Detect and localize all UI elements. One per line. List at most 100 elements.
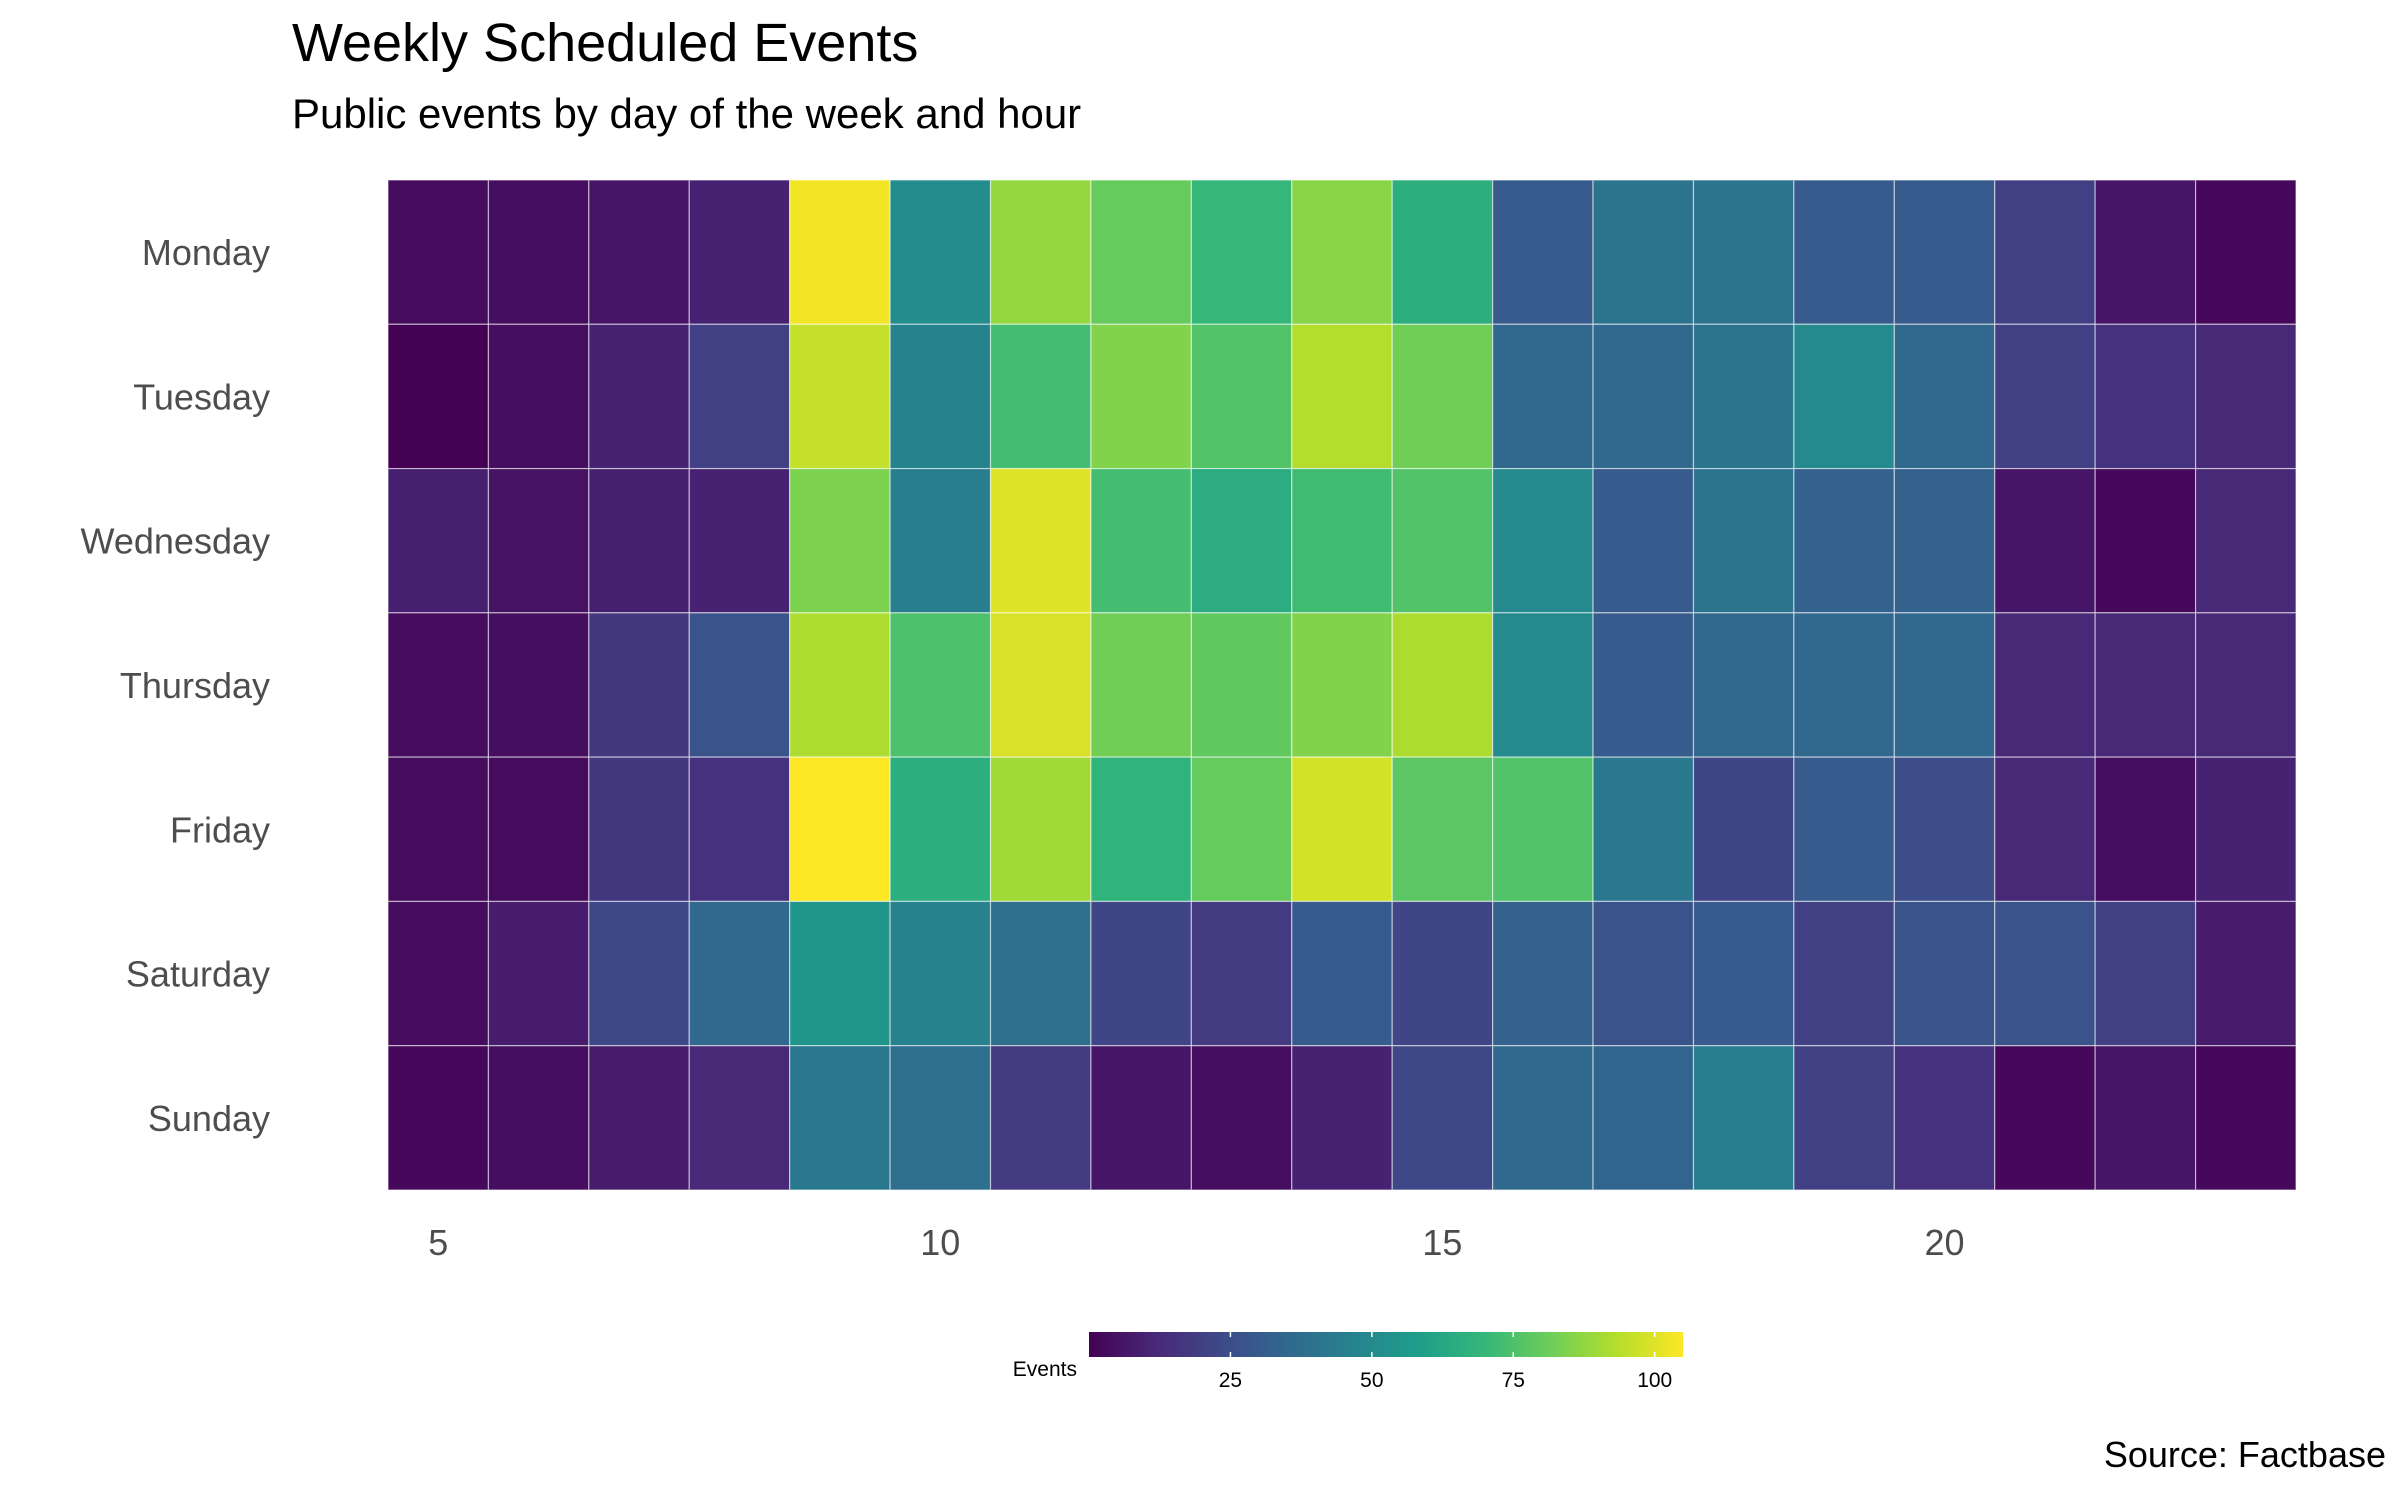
heatmap-cell [789, 1045, 891, 1191]
chart-title: Weekly Scheduled Events [292, 13, 919, 73]
heatmap-cell [1692, 1045, 1795, 1191]
heatmap-cell [1190, 612, 1293, 758]
heatmap-cell [588, 179, 690, 325]
cells-layer [387, 179, 2297, 1191]
heatmap-cell [387, 1045, 490, 1191]
heatmap-cell [1190, 900, 1293, 1047]
heatmap-cell [1291, 756, 1393, 903]
heatmap-cell [989, 179, 1092, 325]
y-tick-label: Tuesday [133, 376, 270, 417]
heatmap-cell [688, 323, 791, 470]
heatmap-cell [387, 612, 490, 758]
x-tick-label: 20 [1925, 1222, 1965, 1263]
heatmap-cell [1692, 467, 1795, 614]
heatmap-cell [1090, 323, 1192, 470]
y-tick-label: Saturday [126, 954, 270, 995]
heatmap-cell [1190, 756, 1293, 903]
heatmap-cell [1291, 900, 1393, 1047]
heatmap-cell [1893, 1045, 1996, 1191]
heatmap-cell [889, 756, 992, 903]
legend-title: Events [1013, 1358, 1077, 1381]
heatmap-cell [1190, 1045, 1293, 1191]
legend-tick-label: 25 [1219, 1369, 1242, 1392]
heatmap-cell [2194, 467, 2297, 614]
heatmap-cell [1291, 467, 1393, 614]
legend-tick-label: 100 [1637, 1369, 1672, 1392]
heatmap-cell [487, 467, 590, 614]
x-tick-label: 10 [920, 1222, 960, 1263]
heatmap-cell [387, 179, 490, 325]
heatmap-cell [688, 612, 791, 758]
heatmap-cell [688, 179, 791, 325]
heatmap-cell [1793, 323, 1895, 470]
heatmap-cell [2194, 612, 2297, 758]
heatmap-cell [789, 467, 891, 614]
heatmap-cell [1994, 179, 2096, 325]
heatmap-cell [588, 467, 690, 614]
heatmap-cell [688, 900, 791, 1047]
heatmap-cell [688, 467, 791, 614]
heatmap-cell [588, 612, 690, 758]
heatmap-cell [1692, 179, 1795, 325]
heatmap-cell [1291, 612, 1393, 758]
heatmap-cell [387, 467, 490, 614]
heatmap-cell [1090, 900, 1192, 1047]
heatmap-cell [1793, 467, 1895, 614]
heatmap-cell [387, 756, 490, 903]
heatmap-cell [989, 1045, 1092, 1191]
heatmap-cell [889, 900, 992, 1047]
heatmap-cell [1793, 1045, 1895, 1191]
heatmap-cell [2194, 900, 2297, 1047]
heatmap-cell [2194, 1045, 2297, 1191]
heatmap-cell [1090, 756, 1192, 903]
heatmap-cell [1592, 179, 1695, 325]
heatmap-cell [1592, 612, 1695, 758]
heatmap-cell [1994, 612, 2096, 758]
heatmap-cell [1492, 612, 1594, 758]
legend-color-bar [1089, 1332, 1683, 1357]
heatmap-cell [1592, 1045, 1695, 1191]
heatmap-cell [1592, 467, 1695, 614]
heatmap-cell [1692, 612, 1795, 758]
heatmap-cell [2194, 323, 2297, 470]
heatmap-cell [889, 323, 992, 470]
heatmap-cell [1391, 900, 1494, 1047]
heatmap-cell [1592, 323, 1695, 470]
heatmap-cell [1190, 179, 1293, 325]
heatmap-cell [487, 1045, 590, 1191]
heatmap-cell [1994, 1045, 2096, 1191]
heatmap-cell [1893, 467, 1996, 614]
chart-subtitle: Public events by day of the week and hou… [292, 90, 1082, 137]
heatmap-cell [688, 1045, 791, 1191]
heatmap-cell [1492, 756, 1594, 903]
heatmap-cell [487, 756, 590, 903]
x-axis-labels: 5 10 15 20 [428, 1222, 1964, 1263]
heatmap-cell [1592, 900, 1695, 1047]
heatmap-cell [487, 612, 590, 758]
heatmap-cell [1793, 756, 1895, 903]
x-tick-label: 15 [1422, 1222, 1462, 1263]
heatmap-cell [1492, 323, 1594, 470]
heatmap-cell [1090, 612, 1192, 758]
heatmap-cell [889, 612, 992, 758]
heatmap-cell [1793, 900, 1895, 1047]
heatmap-cell [2094, 179, 2197, 325]
heatmap-cell [1994, 323, 2096, 470]
heatmap-cell [1190, 467, 1293, 614]
heatmap-cell [487, 179, 590, 325]
heatmap-cell [789, 179, 891, 325]
color-legend: Events 25 50 75 100 [1013, 1332, 1683, 1392]
heatmap-cell [387, 900, 490, 1047]
heatmap-cell [789, 900, 891, 1047]
heatmap-cell [588, 323, 690, 470]
heatmap-cell [1291, 1045, 1393, 1191]
heatmap-cell [588, 1045, 690, 1191]
y-tick-label: Wednesday [81, 521, 270, 562]
heatmap-cell [588, 756, 690, 903]
y-tick-label: Monday [142, 232, 270, 273]
legend-tick-label: 75 [1502, 1369, 1525, 1392]
y-axis-labels: Monday Tuesday Wednesday Thursday Friday Satu… [81, 232, 270, 1139]
heatmap-cell [487, 900, 590, 1047]
heatmap-cell [889, 467, 992, 614]
